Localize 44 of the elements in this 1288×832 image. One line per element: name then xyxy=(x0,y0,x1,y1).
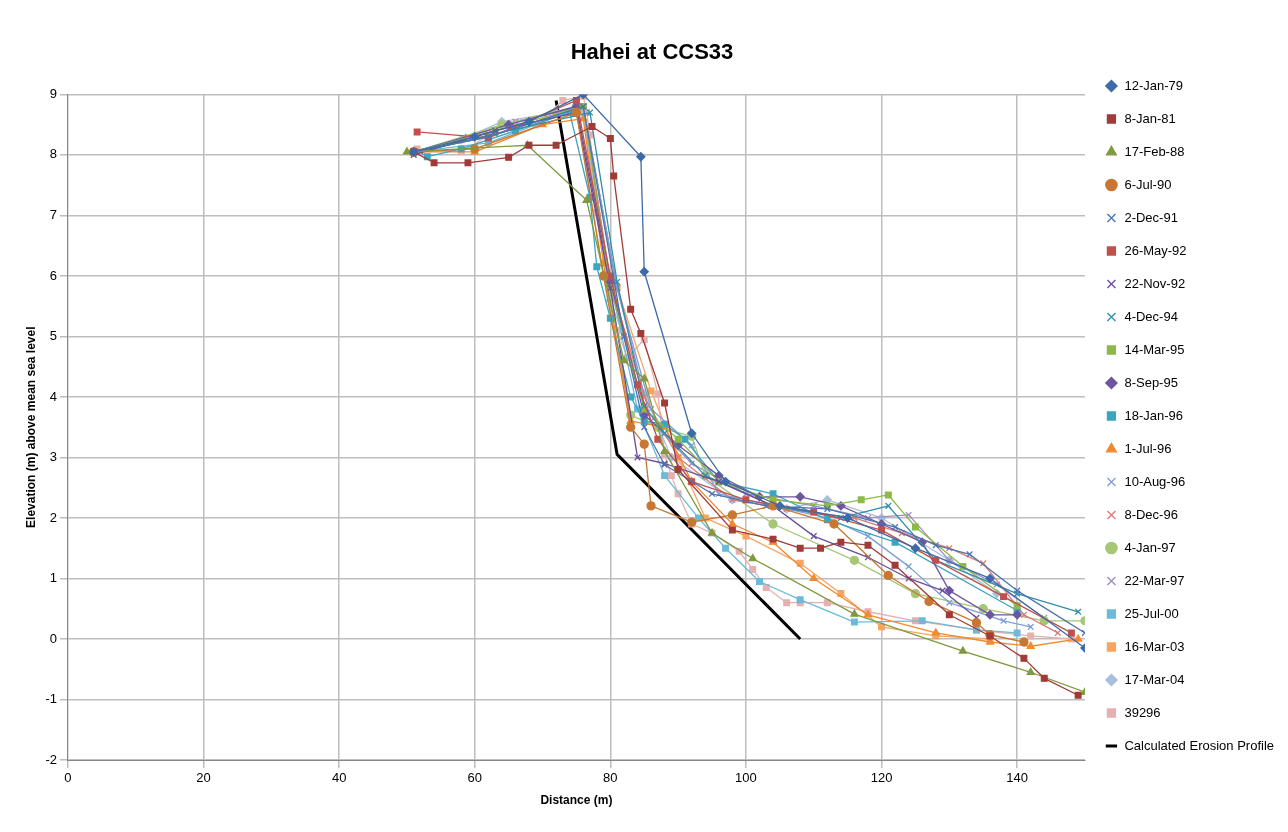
chart-title: Hahei at CCS33 xyxy=(570,39,734,65)
legend-label: 4-Dec-94 xyxy=(1124,308,1178,324)
x-tick-label: 80 xyxy=(603,770,618,786)
y-tick-label: 7 xyxy=(49,207,57,222)
x-tick-label: 120 xyxy=(870,770,893,786)
legend-label: 1-Jul-96 xyxy=(1124,440,1172,456)
legend-label: 16-Mar-03 xyxy=(1124,638,1185,654)
legend-label: 12-Jan-79 xyxy=(1124,77,1183,93)
x-tick-label: 140 xyxy=(1006,770,1028,786)
legend-label: 8-Sep-95 xyxy=(1124,374,1178,390)
x-tick-label: 0 xyxy=(64,770,72,786)
legend-label: 22-Mar-97 xyxy=(1124,572,1185,588)
legend-label: 2-Dec-91 xyxy=(1124,209,1178,225)
x-tick-label: 100 xyxy=(735,770,757,786)
legend-label: 17-Feb-88 xyxy=(1124,143,1185,159)
x-tick-label: 40 xyxy=(331,770,347,786)
x-tick-label: 60 xyxy=(467,770,482,786)
y-tick-label: 9 xyxy=(49,85,57,101)
y-tick-label: 6 xyxy=(49,267,57,283)
legend-label: Calculated Erosion Profile xyxy=(1124,737,1274,753)
y-tick-label: -2 xyxy=(45,751,57,767)
legend-label: 8-Dec-96 xyxy=(1124,506,1178,522)
y-tick-label: 5 xyxy=(49,328,57,344)
legend-label: 4-Jan-97 xyxy=(1124,539,1176,555)
y-tick-label: 0 xyxy=(49,630,57,646)
legend-label: 39296 xyxy=(1124,704,1161,720)
x-axis-title: Distance (m) xyxy=(540,793,613,808)
legend-label: 25-Jul-00 xyxy=(1124,605,1179,621)
legend-label: 14-Mar-95 xyxy=(1124,341,1185,357)
legend-label: 8-Jan-81 xyxy=(1124,110,1176,126)
x-tick-label: 20 xyxy=(196,770,211,786)
y-axis-title: Elevation (m) above mean sea level xyxy=(23,326,38,528)
legend-label: 6-Jul-90 xyxy=(1124,176,1172,192)
legend-label: 17-Mar-04 xyxy=(1124,671,1185,687)
legend-label: 22-Nov-92 xyxy=(1124,275,1186,291)
y-tick-label: 3 xyxy=(49,449,57,465)
legend-label: 18-Jan-96 xyxy=(1124,407,1183,423)
legend-label: 10-Aug-96 xyxy=(1124,473,1186,489)
legend-label: 26-May-92 xyxy=(1124,242,1187,258)
y-tick-label: 8 xyxy=(49,146,57,162)
y-tick-label: -1 xyxy=(45,691,57,707)
y-tick-label: 1 xyxy=(49,570,57,586)
y-tick-label: 4 xyxy=(49,388,57,404)
y-tick-label: 2 xyxy=(49,509,57,525)
